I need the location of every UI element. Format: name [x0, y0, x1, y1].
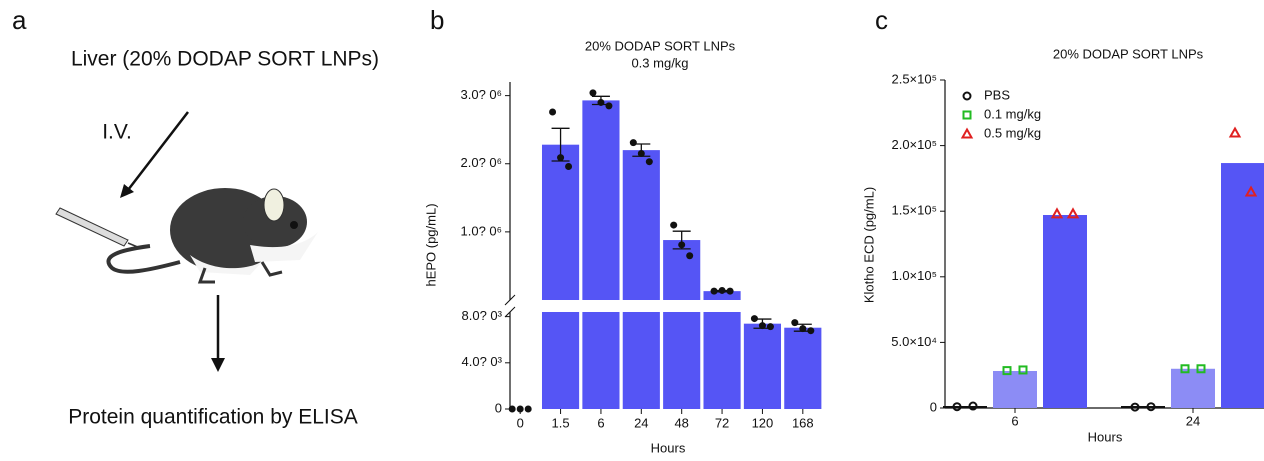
x-tick-label: 1.5: [552, 415, 570, 430]
data-point: [750, 315, 758, 323]
legend-marker: [962, 110, 972, 120]
y-tick-label: 0: [495, 400, 502, 415]
bar: [1171, 368, 1215, 408]
data-point: [565, 162, 573, 170]
data-point: [1244, 185, 1258, 197]
legend-marker: [962, 91, 972, 101]
data-point: [1018, 365, 1028, 375]
x-tick-label: 24: [634, 415, 648, 430]
data-point: [758, 322, 766, 330]
data-point: [791, 319, 799, 327]
data-point: [670, 221, 678, 229]
data-point: [508, 405, 516, 413]
chart-title: 20% DODAP SORT LNPs: [585, 38, 736, 53]
chart-title: 20% DODAP SORT LNPs: [1053, 46, 1204, 61]
y-tick-label: 3.0? 0⁶: [461, 87, 503, 102]
axis-break: [504, 294, 516, 306]
y-tick-label: 1.0×10⁵: [891, 268, 937, 283]
y-tick-label: 5.0×10⁴: [891, 334, 937, 349]
bar: [743, 323, 782, 409]
data-point: [1196, 364, 1206, 374]
bar: [703, 291, 741, 300]
data-point: [549, 108, 557, 116]
data-point: [726, 287, 734, 295]
data-point: [807, 327, 815, 335]
data-point: [1146, 402, 1156, 412]
readout-label: Protein quantification by ELISA: [68, 406, 358, 429]
bar: [1043, 215, 1087, 408]
data-point: [1050, 207, 1064, 219]
bar: [703, 312, 741, 409]
y-axis-label: Klotho ECD (pg/mL): [861, 187, 876, 303]
data-point: [1130, 402, 1140, 412]
panel-label: b: [430, 5, 444, 35]
bar: [1121, 406, 1165, 408]
data-point: [645, 158, 653, 166]
x-tick-label: 6: [597, 415, 604, 430]
data-point: [686, 252, 694, 260]
legend-label: PBS: [984, 87, 1010, 102]
data-point: [1002, 366, 1012, 376]
data-point: [516, 405, 524, 413]
y-tick-label: 2.5×10⁵: [891, 71, 937, 86]
bar: [541, 144, 580, 300]
data-point: [952, 402, 962, 412]
x-tick-label: 168: [792, 415, 814, 430]
data-point: [678, 241, 686, 249]
x-tick-label: 72: [715, 415, 729, 430]
data-point: [799, 325, 807, 333]
axis-break: [504, 306, 516, 318]
panel-label: c: [875, 5, 888, 35]
data-point: [557, 154, 565, 162]
route-label: I.V.: [102, 121, 132, 144]
bar: [622, 150, 660, 300]
data-point: [589, 89, 597, 97]
data-point: [1228, 126, 1242, 138]
data-point: [710, 287, 718, 295]
y-axis-label: hEPO (pg/mL): [423, 203, 438, 286]
x-axis-label: Hours: [651, 440, 686, 455]
x-tick-label: 120: [752, 415, 774, 430]
data-point: [524, 405, 532, 413]
data-point: [605, 102, 613, 110]
bar: [943, 406, 987, 408]
bar: [582, 312, 620, 409]
x-tick-label: 24: [1186, 413, 1200, 428]
bar: [784, 327, 822, 409]
bar: [541, 312, 580, 409]
data-point: [968, 401, 978, 411]
y-tick-label: 2.0×10⁵: [891, 137, 937, 152]
bar: [663, 312, 701, 409]
y-tick-label: 0: [930, 399, 937, 414]
legend-label: 0.5 mg/kg: [984, 125, 1041, 140]
x-axis-label: Hours: [1088, 429, 1123, 444]
y-tick-label: 2.0? 0⁶: [461, 155, 503, 170]
data-point: [629, 139, 637, 147]
chart-subtitle: 0.3 mg/kg: [631, 55, 688, 70]
bar: [582, 100, 620, 300]
y-tick-label: 1.5×10⁵: [891, 203, 937, 218]
mouse-illustration: [55, 111, 318, 372]
data-point: [766, 323, 774, 331]
data-point: [1180, 364, 1190, 374]
x-tick-label: 48: [674, 415, 688, 430]
x-tick-label: 0: [517, 415, 524, 430]
y-tick-label: 1.0? 0⁶: [461, 223, 503, 238]
y-tick-label: 8.0? 0³: [462, 308, 503, 323]
data-point: [718, 286, 726, 294]
bar: [663, 240, 701, 300]
legend-marker: [960, 127, 974, 139]
x-tick-label: 6: [1011, 413, 1018, 428]
data-point: [637, 150, 645, 158]
data-point: [1066, 207, 1080, 219]
bar: [622, 312, 660, 409]
data-point: [597, 98, 605, 106]
legend-label: 0.1 mg/kg: [984, 106, 1041, 121]
bar: [1221, 163, 1264, 408]
panel-label: a: [12, 5, 27, 35]
panel-a-title: Liver (20% DODAP SORT LNPs): [71, 48, 379, 71]
bar: [993, 371, 1037, 408]
y-tick-label: 4.0? 0³: [462, 354, 503, 369]
